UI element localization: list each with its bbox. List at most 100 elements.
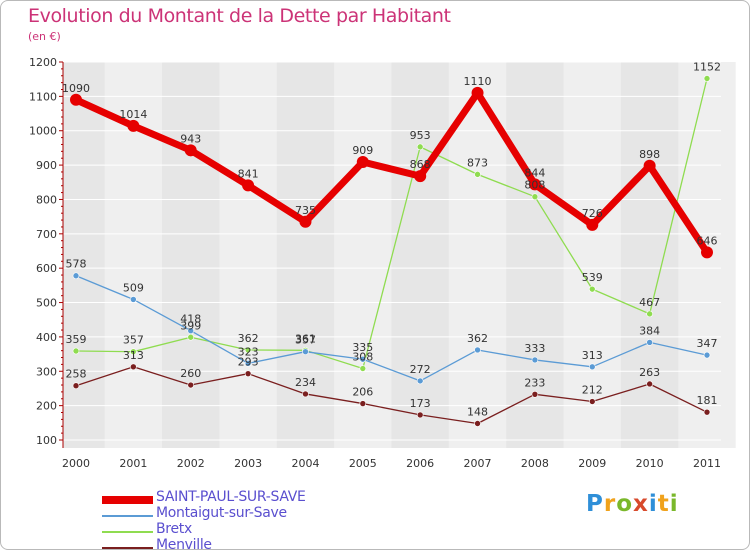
y-tick-label: 1000: [29, 125, 57, 138]
data-point: [184, 144, 197, 157]
data-label: 735: [295, 204, 316, 217]
data-point: [701, 246, 713, 259]
data-point: [356, 155, 369, 168]
legend-label: SAINT-PAUL-SUR-SAVE: [156, 489, 306, 505]
data-label: 347: [697, 337, 718, 350]
legend-label: Bretx: [156, 521, 192, 537]
data-point: [130, 363, 137, 371]
data-point: [528, 178, 541, 191]
data-point: [127, 119, 140, 132]
x-tick-label: 2010: [636, 457, 664, 470]
data-label: 808: [524, 179, 545, 192]
y-tick-label: 400: [36, 331, 57, 344]
data-label: 362: [238, 332, 259, 345]
x-tick-label: 2000: [62, 457, 90, 470]
data-label: 181: [697, 394, 718, 407]
legend-swatch: [102, 531, 153, 533]
data-point: [187, 327, 195, 335]
data-label: 212: [582, 384, 603, 397]
data-label: 1110: [464, 75, 492, 88]
data-label: 258: [66, 368, 87, 381]
data-label: 333: [524, 342, 545, 355]
data-label: 233: [524, 376, 545, 389]
plot-band: [334, 62, 392, 448]
x-tick-label: 2011: [693, 457, 721, 470]
y-tick-label: 300: [36, 365, 57, 378]
data-label: 357: [123, 334, 144, 347]
data-label: 841: [238, 167, 259, 180]
plot-band: [219, 62, 277, 448]
data-label: 263: [639, 366, 660, 379]
data-point: [130, 348, 137, 355]
data-label: 313: [582, 349, 603, 362]
data-point: [646, 339, 653, 346]
data-label: 943: [180, 132, 201, 145]
data-label: 260: [180, 367, 201, 380]
data-point: [703, 351, 711, 359]
data-point: [187, 333, 195, 341]
series-line-montaigut-sur-save: [75, 275, 708, 382]
data-label: 898: [639, 148, 660, 161]
data-point: [359, 365, 367, 372]
data-point: [302, 390, 309, 398]
data-point: [416, 377, 424, 385]
x-tick-label: 2009: [578, 457, 606, 470]
data-point: [187, 381, 195, 389]
data-point: [72, 347, 80, 355]
x-tick-label: 2008: [521, 457, 549, 470]
data-point: [588, 363, 596, 371]
data-label: 1090: [62, 82, 90, 95]
data-point: [643, 159, 656, 172]
data-point: [242, 179, 255, 192]
data-label: 1152: [693, 60, 721, 73]
x-tick-label: 2002: [177, 457, 205, 470]
x-tick-label: 2004: [291, 457, 319, 470]
data-label: 206: [352, 386, 373, 399]
data-label: 953: [410, 129, 431, 142]
data-point: [703, 75, 711, 82]
x-tick-label: 2006: [406, 457, 434, 470]
data-point: [244, 346, 252, 354]
legend-swatch: [102, 496, 153, 504]
legend-label: Menville: [156, 537, 212, 550]
data-point: [72, 382, 80, 390]
y-tick-label: 1100: [29, 90, 57, 103]
data-point: [72, 272, 80, 280]
data-label: 148: [467, 406, 488, 419]
series-line-bretx: [75, 78, 708, 370]
data-point: [588, 285, 596, 293]
data-label: 313: [123, 349, 144, 362]
y-tick-label: 100: [36, 434, 57, 447]
chart-title: Evolution du Montant de la Dette par Hab…: [28, 5, 451, 27]
plot-band: [563, 62, 621, 448]
data-label: 362: [467, 332, 488, 345]
data-label: 909: [352, 144, 373, 157]
data-label: 384: [639, 324, 660, 337]
x-tick-label: 2007: [464, 457, 492, 470]
data-label: 323: [238, 345, 259, 358]
data-point: [244, 370, 252, 377]
y-tick-label: 900: [36, 159, 57, 172]
data-point: [474, 420, 481, 427]
data-label: 868: [410, 158, 431, 171]
x-tick-label: 2005: [349, 457, 377, 470]
data-label: 578: [66, 258, 87, 271]
chart-subtitle: (en €): [28, 30, 61, 43]
data-label: 234: [295, 376, 316, 389]
data-label: 357: [295, 334, 316, 347]
data-point: [471, 86, 484, 99]
data-point: [70, 93, 82, 106]
data-point: [646, 380, 653, 388]
proxiti-logo: Proxiti: [586, 491, 679, 517]
y-tick-label: 800: [36, 193, 57, 206]
data-point: [244, 360, 252, 367]
data-point: [646, 310, 653, 318]
data-label: 844: [524, 166, 545, 179]
data-label: 308: [352, 351, 373, 364]
y-tick-label: 600: [36, 262, 57, 275]
data-label: 418: [180, 313, 201, 326]
data-label: 335: [352, 341, 373, 354]
data-point: [531, 356, 539, 364]
data-label: 873: [467, 156, 488, 169]
